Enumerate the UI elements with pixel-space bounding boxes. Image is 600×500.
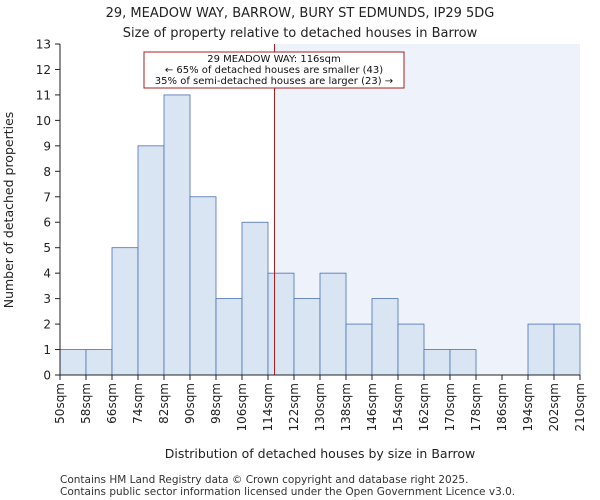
- y-tick-label-11: 11: [36, 88, 51, 102]
- y-tick-label-1: 1: [43, 343, 51, 357]
- annotation-line-3: 35% of semi-detached houses are larger (…: [155, 76, 393, 87]
- x-tick-label-138sqm: 138sqm: [339, 383, 353, 431]
- bar-130sqm: [319, 272, 347, 376]
- x-tick-label-98sqm: 98sqm: [209, 383, 223, 424]
- x-tick-label-66sqm: 66sqm: [105, 383, 119, 424]
- y-tick-label-2: 2: [43, 318, 51, 332]
- bar-66sqm: [111, 247, 139, 376]
- x-tick-label-210sqm: 210sqm: [573, 383, 587, 431]
- x-tick-label-114sqm: 114sqm: [261, 383, 275, 431]
- bars-group: [59, 94, 581, 376]
- y-tick-label-6: 6: [43, 216, 51, 230]
- x-tick-label-130sqm: 130sqm: [313, 383, 327, 431]
- bar-58sqm: [85, 349, 113, 376]
- bar-170sqm: [449, 349, 477, 376]
- x-tick-label-122sqm: 122sqm: [287, 383, 301, 431]
- x-tick-label-202sqm: 202sqm: [547, 383, 561, 431]
- x-tick-label-50sqm: 50sqm: [53, 383, 67, 424]
- x-tick-label-170sqm: 170sqm: [443, 383, 457, 431]
- x-tick-label-74sqm: 74sqm: [131, 383, 145, 424]
- x-tick-label-194sqm: 194sqm: [521, 383, 535, 431]
- annotation-line-1: 29 MEADOW WAY: 116sqm: [207, 54, 340, 65]
- bar-138sqm: [345, 323, 373, 376]
- x-tick-label-106sqm: 106sqm: [235, 383, 249, 431]
- x-tick-label-90sqm: 90sqm: [183, 383, 197, 424]
- annotation-line-2: ← 65% of detached houses are smaller (43…: [165, 65, 383, 76]
- bar-114sqm: [267, 272, 295, 376]
- y-tick-label-10: 10: [36, 114, 51, 128]
- footer-line-2: Contains public sector information licen…: [60, 486, 515, 498]
- bar-106sqm: [241, 221, 269, 376]
- chart-subtitle: Size of property relative to detached ho…: [123, 26, 478, 41]
- x-tick-label-58sqm: 58sqm: [79, 383, 93, 424]
- bar-98sqm: [215, 298, 243, 376]
- x-tick-label-154sqm: 154sqm: [391, 383, 405, 431]
- y-axis-label: Number of detached properties: [1, 112, 16, 309]
- y-tick-label-7: 7: [43, 190, 51, 204]
- bar-194sqm: [527, 323, 555, 376]
- x-tick-label-162sqm: 162sqm: [417, 383, 431, 431]
- x-tick-label-146sqm: 146sqm: [365, 383, 379, 431]
- bar-90sqm: [189, 196, 217, 376]
- bar-154sqm: [397, 323, 425, 376]
- bar-146sqm: [371, 298, 399, 376]
- y-tick-label-8: 8: [43, 165, 51, 179]
- bar-162sqm: [423, 349, 451, 376]
- annotation-box: 29 MEADOW WAY: 116sqm ← 65% of detached …: [143, 51, 405, 89]
- y-tick-label-5: 5: [43, 241, 51, 255]
- x-tick-label-82sqm: 82sqm: [157, 383, 171, 424]
- y-tick-label-0: 0: [43, 369, 51, 383]
- y-tick-label-3: 3: [43, 292, 51, 306]
- bar-74sqm: [137, 145, 165, 376]
- x-axis-label: Distribution of detached houses by size …: [165, 446, 475, 461]
- bar-202sqm: [553, 323, 581, 376]
- x-tick-label-178sqm: 178sqm: [469, 383, 483, 431]
- y-tick-label-13: 13: [36, 38, 51, 52]
- y-tick-label-9: 9: [43, 139, 51, 153]
- annotation-border: [143, 51, 405, 89]
- bar-122sqm: [293, 298, 321, 376]
- chart-title: 29, MEADOW WAY, BARROW, BURY ST EDMUNDS,…: [106, 6, 495, 21]
- y-tick-label-4: 4: [43, 267, 51, 281]
- bar-50sqm: [59, 349, 87, 376]
- footer-line-1: Contains HM Land Registry data © Crown c…: [60, 474, 468, 486]
- y-tick-label-12: 12: [36, 63, 51, 77]
- x-tick-label-186sqm: 186sqm: [495, 383, 509, 431]
- bar-82sqm: [163, 94, 191, 376]
